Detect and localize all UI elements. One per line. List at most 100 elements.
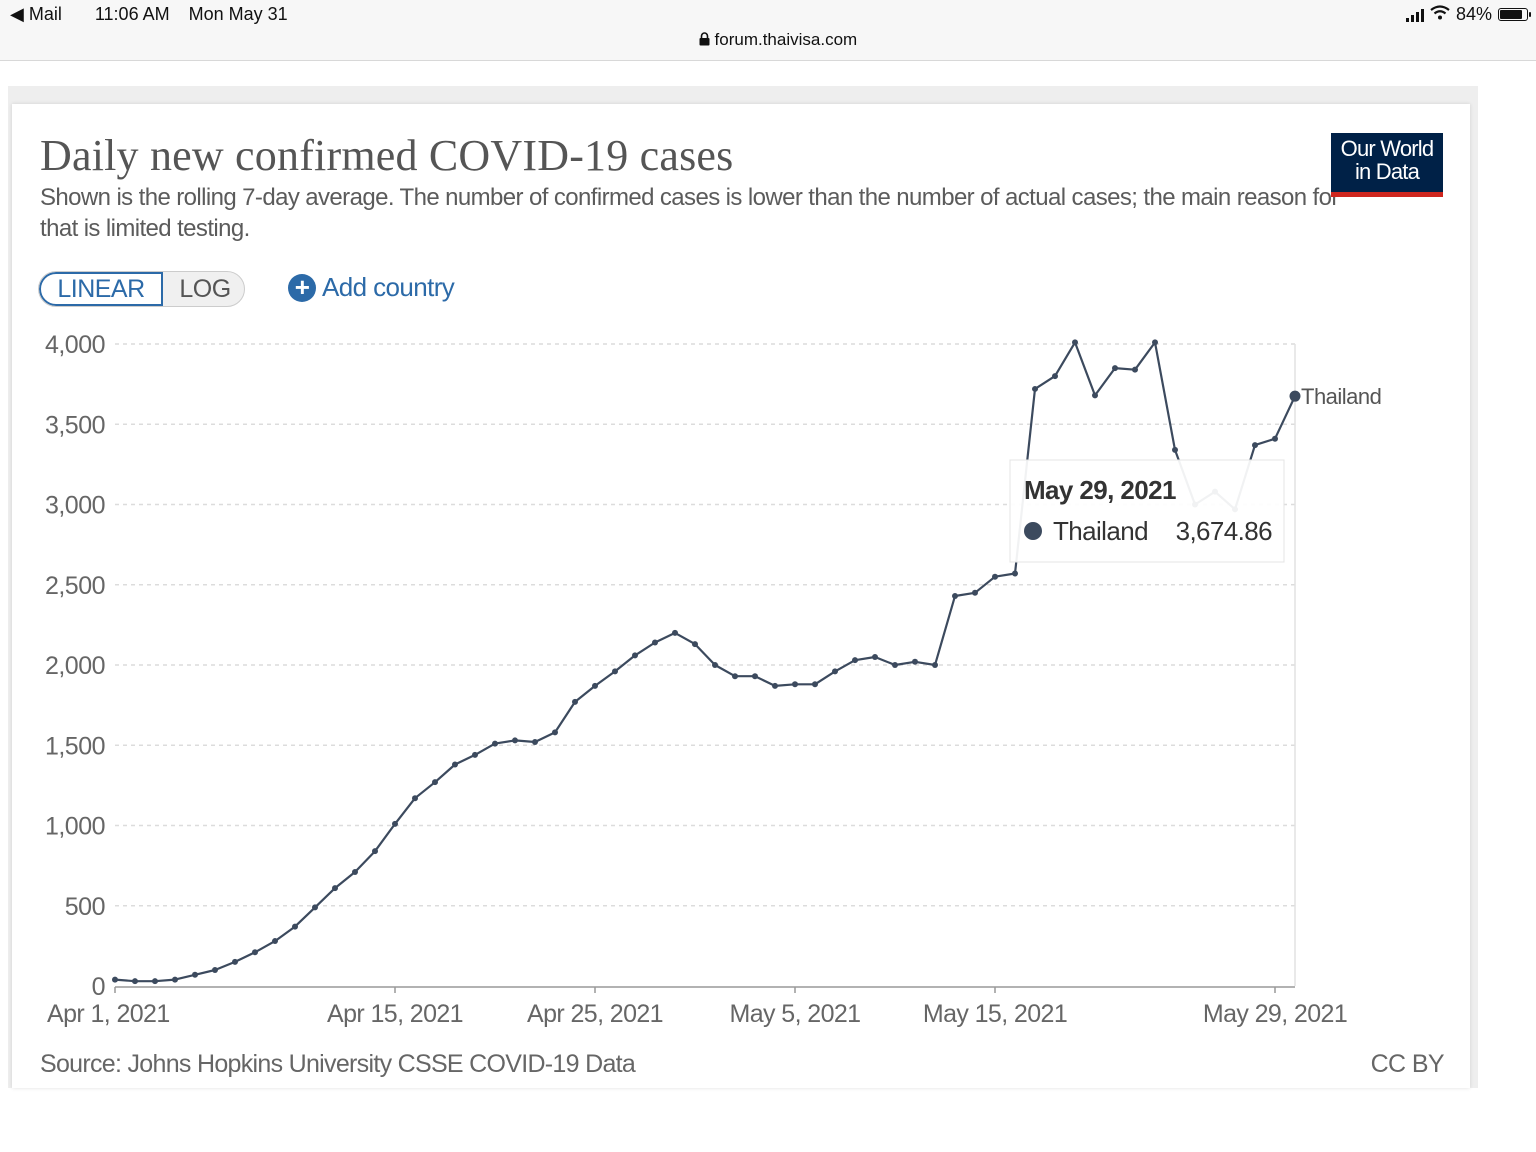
add-country-button[interactable]: + Add country: [288, 272, 455, 303]
data-point: [192, 971, 198, 978]
address-bar[interactable]: forum.thaivisa.com: [0, 30, 1536, 50]
x-tick-label: May 29, 2021: [1203, 1000, 1347, 1028]
logo-line-1: Our World: [1340, 136, 1434, 161]
data-point: [132, 978, 138, 985]
logo-line-2: in Data: [1354, 159, 1420, 184]
plus-circle-icon: +: [288, 273, 316, 302]
battery-fill: [1500, 10, 1522, 19]
data-point: [1132, 366, 1138, 373]
data-point: [292, 923, 298, 930]
chart-title: Daily new confirmed COVID-19 cases: [40, 131, 734, 180]
data-point: [992, 573, 998, 580]
data-point: [1072, 339, 1078, 346]
data-point: [272, 938, 278, 945]
source-note[interactable]: Source: Johns Hopkins University CSSE CO…: [40, 1050, 636, 1078]
y-tick-label: 2,000: [45, 652, 105, 680]
data-point: [432, 779, 438, 786]
data-point: [212, 966, 218, 973]
data-point: [1012, 570, 1018, 577]
data-point: [1112, 365, 1118, 372]
status-time: 11:06 AM: [94, 4, 170, 24]
back-app-label: Mail: [28, 4, 62, 24]
data-point: [492, 740, 498, 747]
y-tick-label: 500: [65, 893, 105, 921]
hover-tooltip: May 29, 2021 Thailand 3,674.86: [1009, 459, 1285, 563]
linear-scale-button[interactable]: LINEAR: [39, 272, 163, 306]
battery-icon: [1498, 8, 1531, 21]
series-label-thailand: Thailand: [1301, 384, 1381, 409]
data-point: [1289, 390, 1301, 402]
tooltip-date: May 29, 2021: [1024, 475, 1176, 505]
y-tick-label: 2,500: [45, 572, 105, 600]
data-point: [912, 658, 918, 665]
back-to-mail-link[interactable]: ◀ Mail: [10, 4, 62, 24]
data-point: [552, 729, 558, 736]
log-scale-button[interactable]: LOG: [179, 275, 231, 303]
tooltip-box: [1009, 459, 1285, 563]
data-point: [692, 641, 698, 648]
data-point: [112, 976, 118, 983]
status-date: Mon May 31: [188, 4, 288, 24]
x-tick-label: Apr 1, 2021: [47, 1000, 170, 1028]
data-point: [452, 761, 458, 768]
y-tick-label: 4,000: [45, 331, 105, 359]
data-point: [612, 668, 618, 675]
data-point: [932, 662, 938, 668]
data-point: [372, 848, 378, 855]
data-point: [332, 885, 338, 892]
lock-icon: [699, 30, 715, 49]
data-point: [872, 653, 878, 660]
data-point: [712, 662, 718, 668]
y-tick-label: 1,500: [45, 732, 105, 760]
x-tick-label: Apr 25, 2021: [527, 1000, 663, 1028]
x-tick-label: May 15, 2021: [923, 1000, 1067, 1028]
data-point: [1252, 442, 1258, 449]
chart-subtitle: Shown is the rolling 7-day average. The …: [40, 184, 1339, 242]
y-tick-label: 1,000: [45, 813, 105, 841]
status-right: 84%: [1405, 4, 1531, 25]
url-text: forum.thaivisa.com: [714, 30, 858, 49]
x-tick-label: May 5, 2021: [730, 1000, 861, 1028]
data-point: [152, 978, 158, 985]
tooltip-value: 3,674.86: [1176, 516, 1273, 546]
license-link[interactable]: CC BY: [1370, 1050, 1445, 1078]
tooltip-series-dot: [1024, 522, 1042, 540]
data-point: [652, 639, 658, 646]
data-point: [172, 976, 178, 983]
data-point: [472, 751, 478, 758]
data-point: [512, 737, 518, 744]
cellular-signal-icon: [1405, 8, 1424, 22]
owid-logo[interactable]: Our World in Data: [1331, 133, 1443, 197]
chart-card: Daily new confirmed COVID-19 cases Shown…: [12, 104, 1470, 1088]
wifi-icon: [1430, 4, 1450, 25]
data-point: [772, 682, 778, 689]
status-bar: ◀ Mail 11:06 AM Mon May 31 forum.thaivis…: [0, 0, 1536, 61]
scale-toggle: LINEAR LOG: [38, 271, 245, 307]
line-chart[interactable]: 0 500 1,000 1,500 2,000 2,500 3,000 3,500 4,000 A…: [12, 104, 1470, 1044]
data-point: [792, 681, 798, 688]
data-point: [952, 592, 958, 599]
add-country-label: Add country: [322, 272, 455, 302]
data-point: [832, 668, 838, 675]
data-point: [972, 589, 978, 596]
data-point: [1172, 446, 1178, 453]
y-tick-label: 3,000: [45, 492, 105, 520]
data-point: [1032, 385, 1038, 392]
y-tick-label: 0: [92, 973, 105, 1001]
x-tick-label: Apr 15, 2021: [327, 1000, 463, 1028]
data-point: [752, 673, 758, 680]
series-line-thailand: [114, 341, 1296, 983]
data-point: [592, 682, 598, 689]
data-point: [532, 739, 538, 746]
tooltip-series-name: Thailand: [1053, 516, 1148, 546]
y-tick-label: 3,500: [45, 411, 105, 439]
data-point: [892, 662, 898, 668]
data-point: [732, 673, 738, 680]
data-point: [392, 820, 398, 827]
data-point: [812, 681, 818, 688]
data-point: [1152, 339, 1158, 346]
data-point: [672, 629, 678, 636]
data-point: [852, 657, 858, 664]
data-point: [632, 652, 638, 659]
data-point: [352, 869, 358, 876]
